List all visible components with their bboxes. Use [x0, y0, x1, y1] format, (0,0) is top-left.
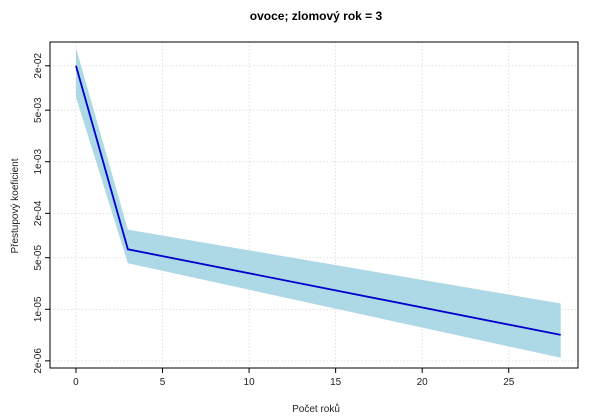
x-tick-label: 5 — [160, 377, 166, 388]
y-tick-label: 2e-04 — [33, 200, 44, 226]
grid — [50, 42, 578, 368]
chart-title: ovoce; zlomový rok = 3 — [250, 9, 383, 23]
y-tick-label: 2e-06 — [33, 348, 44, 374]
x-tick-label: 20 — [417, 377, 429, 388]
y-axis: 2e-06 1e-05 5e-05 2e-04 1e-03 5e-03 2e-02 — [33, 53, 50, 374]
x-tick-label: 15 — [330, 377, 342, 388]
x-tick-label: 25 — [503, 377, 515, 388]
plot-frame — [49, 41, 579, 369]
x-axis-label: Počet roků — [292, 403, 340, 415]
x-tick-label: 0 — [73, 377, 79, 388]
y-tick-label: 1e-03 — [33, 149, 44, 175]
confidence-band — [75, 47, 561, 358]
y-tick-label: 5e-03 — [33, 97, 44, 123]
x-tick-label: 10 — [244, 377, 256, 388]
x-axis: 0 5 10 15 20 25 — [73, 368, 515, 388]
y-tick-label: 5e-05 — [33, 244, 44, 270]
y-axis-label: Přestupový koeficient — [10, 158, 21, 253]
series-line — [75, 65, 561, 336]
y-tick-label: 1e-05 — [33, 296, 44, 322]
y-tick-label: 2e-02 — [33, 53, 44, 79]
